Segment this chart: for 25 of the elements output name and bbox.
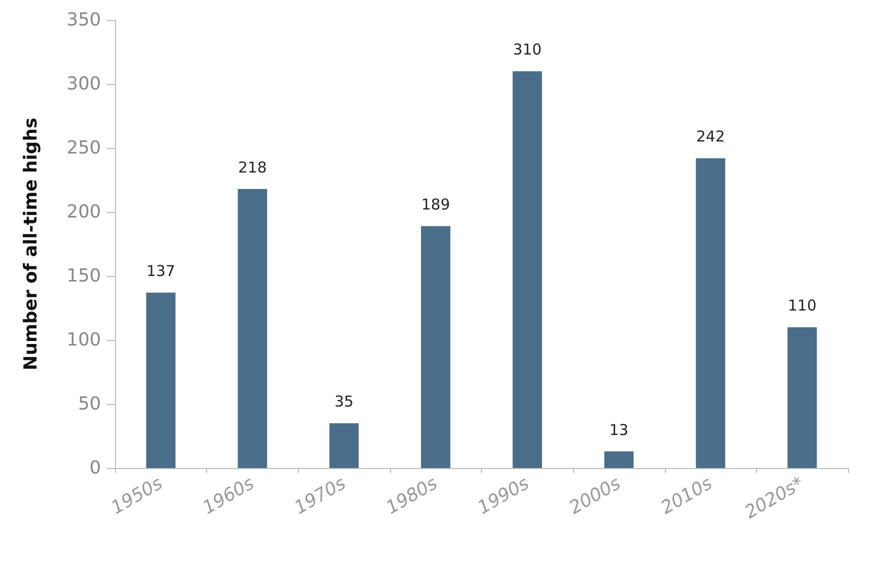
y-tick-label: 350	[66, 10, 101, 30]
y-tick-label: 200	[66, 202, 101, 222]
y-axis-title: Number of all-time highs	[20, 118, 42, 370]
bar	[696, 158, 726, 468]
y-tick-label: 300	[66, 74, 101, 94]
y-tick-label: 100	[66, 330, 101, 350]
y-tick-label: 250	[66, 138, 101, 158]
bar	[238, 188, 268, 468]
data-label: 189	[421, 196, 450, 214]
bar	[788, 327, 817, 468]
data-label: 110	[788, 296, 817, 315]
y-tick-label: 50	[78, 394, 101, 414]
data-label: 137	[146, 262, 176, 280]
bar	[604, 451, 634, 468]
bar	[146, 292, 176, 468]
bar	[512, 71, 542, 468]
data-label: 242	[696, 128, 725, 146]
data-label: 13	[609, 420, 628, 439]
y-tick-label: 0	[90, 458, 101, 478]
data-label: 310	[512, 40, 542, 59]
bar	[421, 226, 450, 468]
y-tick-label: 150	[66, 266, 101, 286]
data-label: 218	[238, 158, 267, 176]
bar	[329, 423, 359, 468]
data-label: 35	[334, 392, 354, 411]
